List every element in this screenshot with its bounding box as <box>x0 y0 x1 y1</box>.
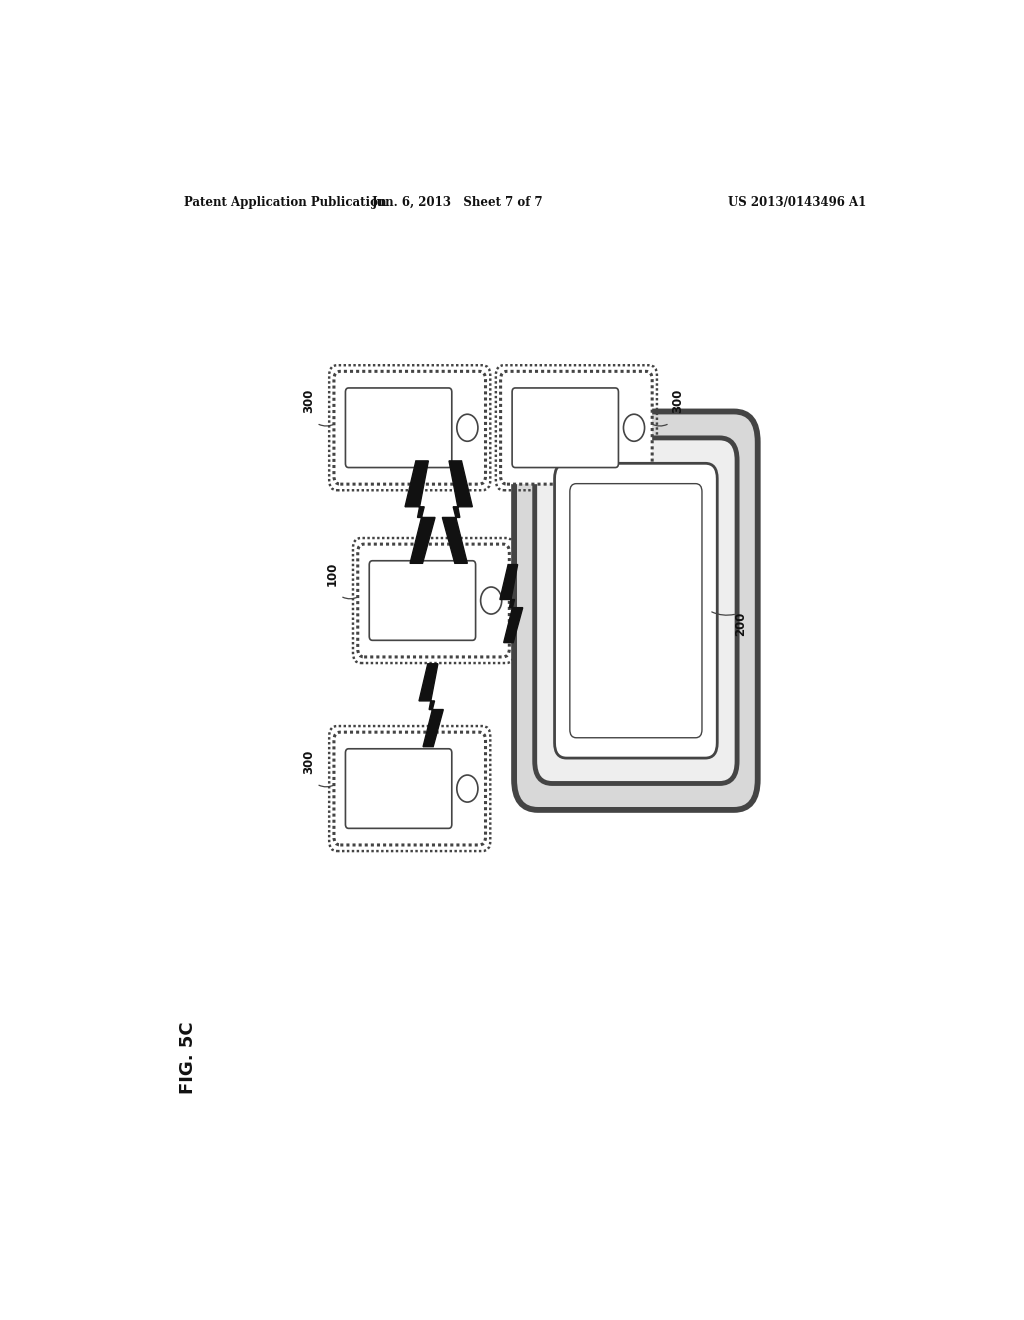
Polygon shape <box>406 461 435 564</box>
FancyBboxPatch shape <box>345 388 452 467</box>
FancyBboxPatch shape <box>357 544 509 657</box>
Text: 300: 300 <box>671 388 684 413</box>
Text: 200: 200 <box>734 611 748 636</box>
Polygon shape <box>442 461 472 564</box>
Text: Jun. 6, 2013   Sheet 7 of 7: Jun. 6, 2013 Sheet 7 of 7 <box>372 195 543 209</box>
Text: Patent Application Publication: Patent Application Publication <box>183 195 386 209</box>
FancyBboxPatch shape <box>370 561 475 640</box>
FancyBboxPatch shape <box>535 438 737 784</box>
Text: 300: 300 <box>302 388 315 413</box>
FancyBboxPatch shape <box>345 748 452 829</box>
FancyBboxPatch shape <box>555 463 717 758</box>
FancyBboxPatch shape <box>512 388 618 467</box>
Text: 100: 100 <box>326 561 339 586</box>
FancyBboxPatch shape <box>501 371 652 484</box>
FancyBboxPatch shape <box>334 733 485 845</box>
Text: 300: 300 <box>302 750 315 774</box>
Circle shape <box>457 414 478 441</box>
Circle shape <box>624 414 644 441</box>
FancyBboxPatch shape <box>569 483 702 738</box>
FancyBboxPatch shape <box>514 412 758 810</box>
Text: FIG. 5C: FIG. 5C <box>178 1022 197 1094</box>
Polygon shape <box>500 565 522 643</box>
Circle shape <box>480 587 502 614</box>
FancyBboxPatch shape <box>334 371 485 484</box>
Text: US 2013/0143496 A1: US 2013/0143496 A1 <box>728 195 866 209</box>
Circle shape <box>457 775 478 803</box>
Polygon shape <box>419 664 443 747</box>
